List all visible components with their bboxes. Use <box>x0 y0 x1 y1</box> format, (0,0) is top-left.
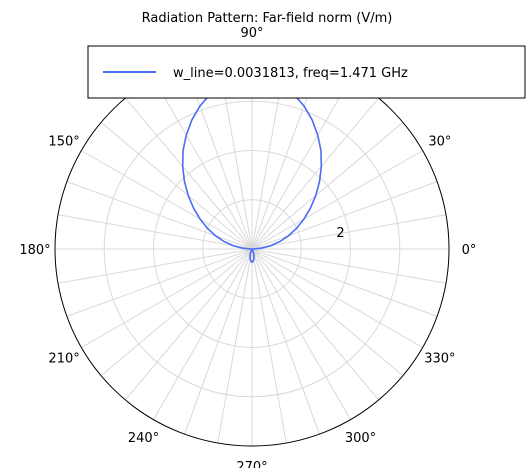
angle-tick-label: 180° <box>19 243 50 258</box>
angle-tick-label: 240° <box>128 431 159 446</box>
radial-tick-label: 2 <box>336 226 344 241</box>
grid-ring <box>153 150 351 348</box>
angle-tick-labels: 0° 30° 90° 150° 180° 210° 240° 270° 300° 330° <box>19 26 476 468</box>
angle-tick-label: 150° <box>48 135 79 150</box>
angle-tick-label: 270° <box>236 460 267 468</box>
series-group <box>181 74 323 264</box>
angle-tick-label: 90° <box>240 26 263 41</box>
legend: w_line=0.0031813, freq=1.471 GHz <box>87 45 526 99</box>
angle-tick-label: 0° <box>462 243 477 258</box>
angle-tick-label: 30° <box>428 135 451 150</box>
angle-tick-label: 210° <box>48 352 79 367</box>
radial-tick-labels: 2 <box>336 226 344 241</box>
chart-title: Radiation Pattern: Far-field norm (V/m) <box>142 11 393 26</box>
grid-ring <box>103 100 401 398</box>
angle-tick-label: 300° <box>345 431 376 446</box>
grid-ring <box>202 199 302 299</box>
angle-tick-label: 330° <box>424 352 455 367</box>
legend-box <box>87 45 526 99</box>
legend-entry-1: w_line=0.0031813, freq=1.471 GHz <box>173 66 408 81</box>
series-line-1 <box>181 74 323 264</box>
